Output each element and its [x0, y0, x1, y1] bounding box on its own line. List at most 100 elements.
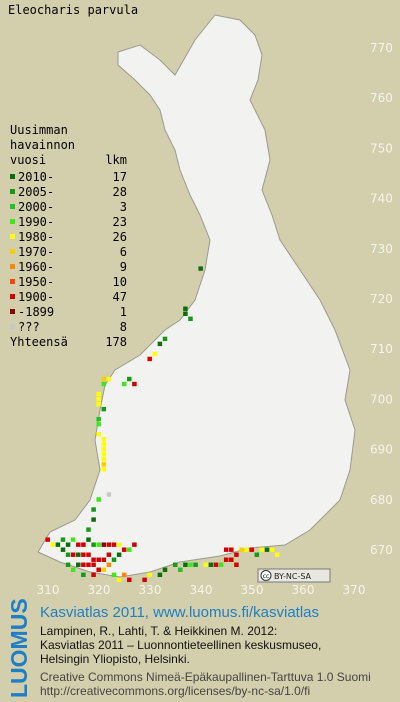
legend-swatch [10, 174, 15, 179]
square [101, 542, 107, 547]
y-grid-label: 700 [370, 392, 393, 406]
legend-swatch [10, 189, 15, 194]
square [101, 437, 107, 442]
square [132, 542, 137, 547]
square [178, 567, 183, 572]
square [81, 552, 86, 557]
citation-line: Helsingin Yliopisto, Helsinki. [40, 652, 190, 666]
square [274, 552, 280, 557]
legend-count: 28 [113, 185, 127, 199]
square [101, 381, 107, 387]
legend-label: 1970- [18, 245, 54, 259]
square [111, 557, 117, 562]
legend-label: 2005- [18, 185, 54, 199]
square [111, 542, 117, 547]
square [86, 537, 91, 542]
legend-label: 1990- [18, 215, 54, 229]
square [91, 572, 96, 578]
square [96, 432, 101, 437]
legend-swatch [10, 294, 15, 299]
square [101, 462, 107, 467]
svg-text:cc: cc [263, 573, 270, 580]
legend-total: 178 [105, 335, 127, 349]
square [91, 557, 96, 562]
square [101, 467, 107, 472]
legend-swatch [10, 324, 15, 329]
square [208, 562, 214, 567]
square [91, 542, 96, 547]
square [96, 557, 101, 562]
legend-label: 1980- [18, 230, 54, 244]
citation-line: Lampinen, R., Lahti, T. & Heikkinen M. 2… [40, 624, 277, 638]
square [203, 562, 209, 567]
square [198, 266, 203, 271]
square [183, 311, 188, 316]
square [172, 562, 178, 567]
square [264, 547, 270, 552]
square [157, 572, 163, 578]
square [121, 547, 127, 552]
legend-count: 23 [113, 215, 127, 229]
legend-count: 26 [113, 230, 127, 244]
y-grid-label: 750 [370, 141, 393, 155]
square [157, 341, 163, 347]
legend-label: ??? [18, 320, 40, 334]
legend-count: 8 [120, 320, 127, 334]
legend-label: 2010- [18, 170, 54, 184]
square [76, 542, 81, 547]
square [76, 552, 81, 557]
badge-text: BY-NC-SA [274, 572, 312, 581]
square [91, 517, 96, 522]
square [127, 376, 132, 382]
x-grid-label: 310 [37, 583, 60, 597]
square [106, 492, 112, 497]
y-grid-label: 740 [370, 192, 393, 206]
square [218, 562, 224, 567]
square [101, 406, 107, 412]
square [106, 562, 112, 567]
y-grid-label: 730 [370, 242, 393, 256]
square [86, 552, 91, 557]
legend-swatch [10, 309, 15, 314]
square [81, 542, 86, 547]
square [116, 552, 122, 557]
square [234, 562, 239, 567]
square [96, 396, 101, 402]
y-grid-label: 770 [370, 41, 393, 55]
x-grid-label: 350 [241, 583, 264, 597]
square [76, 562, 81, 567]
square [193, 562, 198, 567]
x-grid-label: 340 [190, 583, 213, 597]
legend-count-heading: lkm [105, 153, 127, 167]
side-logo: LUOMUS [6, 598, 32, 698]
square [70, 537, 76, 542]
square [91, 562, 96, 567]
x-grid-label: 360 [292, 583, 315, 597]
square [162, 567, 168, 572]
square [152, 351, 158, 357]
y-grid-label: 670 [370, 543, 393, 557]
square [101, 457, 107, 462]
square [96, 416, 101, 422]
square [101, 567, 107, 572]
footer-title: Kasviatlas 2011, www.luomus.fi/kasviatla… [40, 604, 319, 621]
legend-label: -1899 [18, 305, 54, 319]
square [188, 562, 193, 567]
license-line: http://creativecommons.org/licenses/by-n… [40, 684, 310, 698]
occurrence-squares [45, 266, 280, 583]
legend-heading: havainnon [10, 138, 75, 152]
license-badge: cc BY-NC-SA [257, 568, 331, 583]
legend-count: 1 [120, 305, 127, 319]
x-grid-label: 370 [343, 583, 366, 597]
square [132, 381, 137, 387]
square [244, 547, 249, 552]
square [96, 497, 101, 502]
legend-total-label: Yhteensä [10, 335, 68, 349]
square [234, 552, 239, 557]
y-grid-label: 690 [370, 443, 393, 457]
square [269, 547, 275, 552]
legend-label: 2000- [18, 200, 54, 214]
legend-count: 3 [120, 200, 127, 214]
square [55, 542, 61, 547]
map-title: Eleocharis parvula [8, 3, 138, 17]
